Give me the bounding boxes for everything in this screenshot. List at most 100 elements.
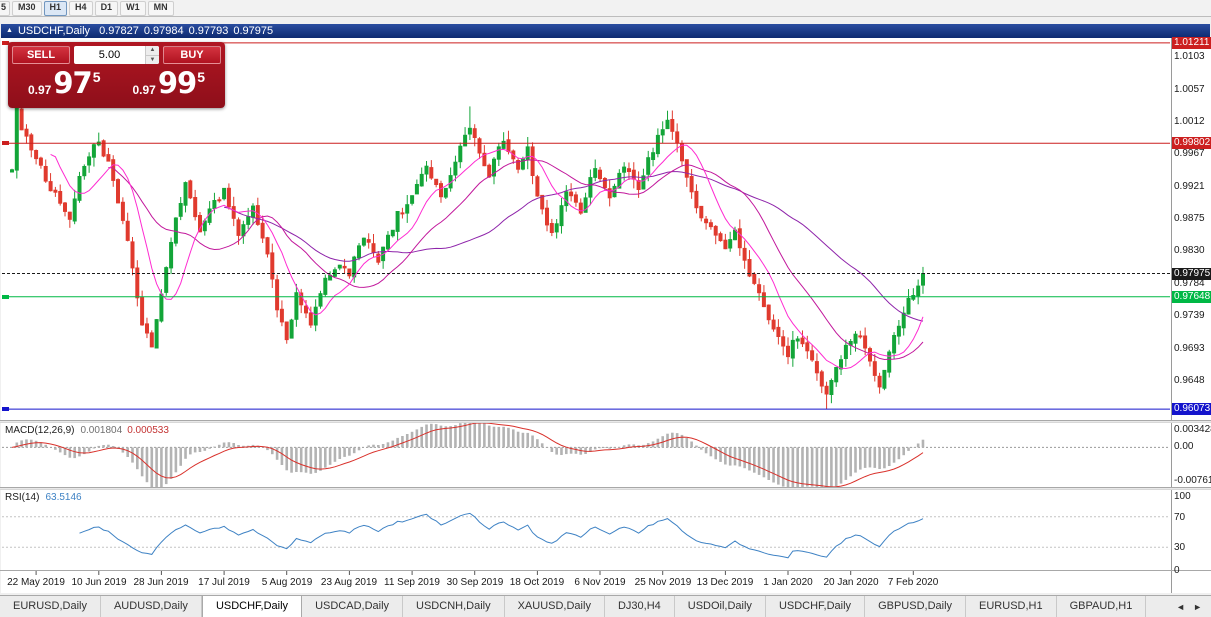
- sell-price[interactable]: 0.97 97 5: [12, 65, 117, 105]
- trade-prices-row: 0.97 97 5 0.97 99 5: [12, 65, 221, 105]
- date-axis-label: 6 Nov 2019: [574, 577, 626, 588]
- tab-usdchf-daily[interactable]: USDCHF,Daily: [765, 596, 866, 617]
- price-tag-1.01211: 1.01211: [1172, 37, 1211, 49]
- tab-xauusd-daily[interactable]: XAUUSD,Daily: [504, 596, 605, 617]
- macd-panel-splitter[interactable]: [0, 420, 1211, 423]
- hline-left-marker: [2, 41, 9, 45]
- tab-audusd-daily[interactable]: AUDUSD,Daily: [100, 596, 202, 617]
- volume-input[interactable]: 5.00 ▲ ▼: [74, 46, 159, 64]
- macd-scale-top: 0.003428: [1174, 424, 1211, 435]
- tab-gbpusd-daily[interactable]: GBPUSD,Daily: [865, 596, 967, 617]
- date-axis-label: 22 May 2019: [7, 577, 65, 588]
- date-axis-label: 28 Jun 2019: [133, 577, 189, 588]
- buy-price[interactable]: 0.97 99 5: [117, 65, 222, 105]
- sell-price-prefix: 0.97: [27, 83, 52, 97]
- price-axis[interactable]: [1171, 38, 1211, 593]
- date-axis-ticks: [35, 571, 914, 575]
- one-click-trading-panel: SELL 5.00 ▲ ▼ BUY 0.97 97 5 0.97 99 5: [8, 42, 225, 108]
- rsi-value: 63.5146: [45, 492, 82, 503]
- date-axis-label: 7 Feb 2020: [887, 577, 939, 588]
- rsi-scale-label: 0: [1174, 565, 1180, 576]
- buy-price-big: 99: [157, 66, 197, 100]
- sell-price-sup: 5: [92, 69, 101, 85]
- tab-usdchf-daily[interactable]: USDCHF,Daily: [201, 596, 303, 617]
- sell-price-big: 97: [53, 66, 92, 100]
- macd-panel: [2, 422, 1170, 488]
- date-axis-label: 10 Jun 2019: [71, 577, 127, 588]
- price-tag-0.96073: 0.96073: [1172, 403, 1211, 415]
- trade-controls-row: SELL 5.00 ▲ ▼ BUY: [12, 45, 221, 65]
- chart-expand-icon[interactable]: ▲: [6, 27, 13, 34]
- timeframe-button-w1[interactable]: W1: [120, 0, 146, 16]
- tab-scroll-arrows: ◄ ►: [1167, 596, 1211, 617]
- buy-button[interactable]: BUY: [163, 46, 221, 64]
- price-axis-label: 0.9648: [1174, 375, 1205, 386]
- tab-usdcnh-daily[interactable]: USDCNH,Daily: [403, 596, 505, 617]
- volume-up-icon[interactable]: ▲: [146, 46, 159, 56]
- date-axis-label: 13 Dec 2019: [696, 577, 754, 588]
- chart-title-bar[interactable]: ▲ USDCHF,Daily 0.97827 0.97984 0.97793 0.9797…: [1, 24, 1210, 38]
- sell-button[interactable]: SELL: [12, 46, 70, 64]
- price-tag-0.97648: 0.97648: [1172, 291, 1211, 303]
- volume-spinner[interactable]: ▲ ▼: [145, 46, 159, 64]
- macd-name: MACD(12,26,9): [5, 425, 75, 436]
- timeframe-button-5[interactable]: 5: [0, 0, 11, 16]
- tab-dj30-h4[interactable]: DJ30,H4: [604, 596, 675, 617]
- tab-usdoil-daily[interactable]: USDOil,Daily: [674, 596, 766, 617]
- date-axis-label: 18 Oct 2019: [509, 577, 565, 588]
- rsi-indicator-label: RSI(14) 63.5146: [5, 492, 82, 503]
- buy-price-sup: 5: [197, 69, 205, 85]
- tab-usdcad-daily[interactable]: USDCAD,Daily: [302, 596, 404, 617]
- quote-low: 0.97793: [188, 25, 229, 37]
- chart-plot-background[interactable]: [1, 38, 1171, 593]
- date-axis-label: 30 Sep 2019: [446, 577, 504, 588]
- date-axis-label: 25 Nov 2019: [634, 577, 692, 588]
- tab-eurusd-h1[interactable]: EURUSD,H1: [966, 596, 1057, 617]
- quote-close: 0.97975: [233, 25, 274, 37]
- rsi-scale-label: 100: [1174, 491, 1191, 502]
- tab-scroll-left-icon[interactable]: ◄: [1176, 601, 1186, 612]
- rsi-name: RSI(14): [5, 492, 40, 503]
- date-axis-splitter: [0, 570, 1211, 571]
- timeframe-button-h4[interactable]: H4: [69, 0, 93, 16]
- hline-left-marker: [2, 141, 9, 145]
- date-axis-label: 5 Aug 2019: [261, 577, 313, 588]
- price-axis-label: 0.9830: [1174, 245, 1205, 256]
- price-axis-label: 0.9875: [1174, 213, 1205, 224]
- price-axis-label: 1.0012: [1174, 116, 1205, 127]
- timeframe-button-m30[interactable]: M30: [12, 0, 42, 16]
- date-axis-label: 20 Jan 2020: [823, 577, 879, 588]
- price-axis-label: 0.9784: [1174, 278, 1205, 289]
- timeframe-button-h1[interactable]: H1: [43, 0, 68, 16]
- hline-left-marker: [2, 407, 9, 411]
- date-axis-label: 17 Jul 2019: [198, 577, 250, 588]
- price-axis-label: 1.0103: [1174, 51, 1205, 62]
- price-axis-label: 0.9967: [1174, 148, 1205, 159]
- date-axis-label: 11 Sep 2019: [384, 577, 440, 588]
- price-axis-label: 1.0057: [1174, 84, 1205, 95]
- quote-high: 0.97984: [143, 25, 184, 37]
- timeframe-toolbar: 5 M30 H1 H4 D1 W1 MN: [0, 0, 1211, 17]
- macd-scale-zero: 0.00: [1174, 441, 1194, 452]
- price-axis-label: 0.9693: [1174, 343, 1205, 354]
- price-tag-0.97975: 0.97975: [1172, 268, 1211, 280]
- timeframe-button-mn[interactable]: MN: [147, 0, 174, 16]
- tab-scroll-right-icon[interactable]: ►: [1193, 601, 1202, 612]
- price-axis-label: 0.9921: [1174, 181, 1205, 192]
- macd-scale-bottom: -0.007615: [1174, 475, 1211, 486]
- timeframe-button-d1[interactable]: D1: [94, 0, 119, 16]
- chart-canvas[interactable]: [0, 0, 1211, 593]
- hline-left-marker: [2, 295, 9, 299]
- volume-down-icon[interactable]: ▼: [146, 55, 159, 64]
- macd-main-value: 0.001804: [80, 425, 123, 436]
- tab-gbpaud-h1[interactable]: GBPAUD,H1: [1056, 596, 1147, 617]
- volume-value[interactable]: 5.00: [98, 49, 121, 61]
- chart-tab-bar: EURUSD,Daily AUDUSD,Daily USDCHF,Daily USDC…: [0, 595, 1211, 617]
- rsi-panel-splitter[interactable]: [0, 487, 1211, 490]
- buy-price-prefix: 0.97: [132, 83, 156, 97]
- quote-open: 0.97827: [99, 25, 139, 37]
- price-tag-0.99802: 0.99802: [1172, 137, 1211, 149]
- moving-average-lines: [50, 144, 924, 370]
- tab-eurusd-daily[interactable]: EURUSD,Daily: [0, 596, 101, 617]
